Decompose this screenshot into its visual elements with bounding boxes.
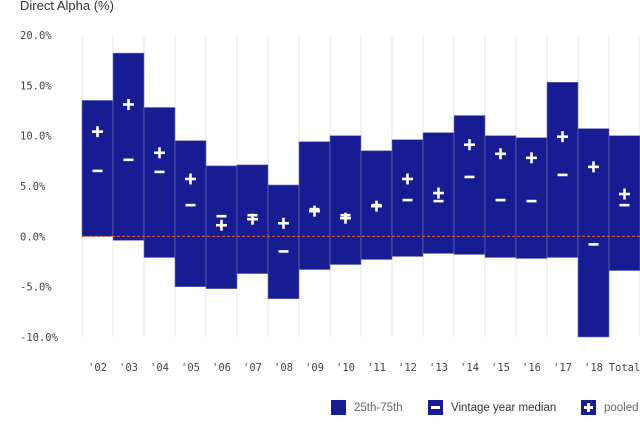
y-tick-label: 10.0% <box>20 131 52 143</box>
range-bar <box>391 139 424 257</box>
range-bar <box>298 141 331 270</box>
y-tick-label: -5.0% <box>20 282 52 294</box>
median-marker <box>557 173 568 177</box>
range-bar <box>329 135 362 265</box>
median-marker <box>278 250 289 253</box>
pooled-marker-vertical <box>406 173 409 185</box>
pooled-marker-vertical <box>561 131 564 143</box>
range-bar <box>577 128 610 338</box>
pooled-marker-vertical <box>499 148 502 160</box>
median-marker <box>185 203 196 207</box>
y-tick-label: -10.0% <box>20 332 59 344</box>
range-bar <box>112 52 145 241</box>
y-tick-label: 5.0% <box>20 181 46 193</box>
median-marker <box>216 214 227 218</box>
chart-title: Direct Alpha (%) <box>20 0 114 13</box>
x-tick-label: '11 <box>367 362 386 374</box>
x-tick-label: '09 <box>305 362 324 374</box>
pooled-marker-vertical <box>158 147 161 159</box>
range-bar <box>267 184 300 300</box>
median-marker <box>123 158 134 162</box>
x-tick-label: '06 <box>212 362 231 374</box>
x-tick-label: '17 <box>553 362 572 374</box>
pooled-marker-vertical <box>127 98 130 110</box>
legend-label: 25th-75th <box>354 401 403 414</box>
range-bar <box>453 115 486 255</box>
pooled-marker-vertical <box>437 187 440 199</box>
pooled-marker-vertical <box>623 188 626 200</box>
median-marker <box>154 170 165 174</box>
y-tick-label: 20.0% <box>20 30 52 42</box>
x-tick-label: '05 <box>181 362 200 374</box>
pooled-marker-vertical <box>189 173 192 185</box>
pooled-marker-vertical <box>220 219 223 231</box>
x-tick-label: '15 <box>491 362 510 374</box>
pooled-marker-vertical <box>282 217 285 229</box>
range-bar <box>608 135 640 271</box>
range-bar <box>81 100 114 237</box>
median-marker <box>402 198 413 202</box>
pooled-marker-vertical <box>96 126 99 138</box>
x-tick-label: '12 <box>398 362 417 374</box>
pooled-marker-vertical <box>375 200 378 212</box>
range-bar <box>143 107 176 258</box>
range-bar <box>174 140 207 287</box>
pooled-marker-vertical <box>468 139 471 151</box>
plus-icon <box>581 400 596 415</box>
legend-label: pooled <box>604 401 639 414</box>
median-marker <box>92 169 103 173</box>
median-marker <box>619 203 630 207</box>
y-tick-label: 0.0% <box>20 231 46 243</box>
x-tick-label: '04 <box>150 362 169 374</box>
x-tick-label: '07 <box>243 362 262 374</box>
x-tick-label: '02 <box>88 362 107 374</box>
legend-item-median: Vintage year median <box>428 400 556 415</box>
x-tick-label: '03 <box>119 362 138 374</box>
range-swatch-icon <box>331 400 346 415</box>
median-marker <box>464 175 475 179</box>
x-tick-label: Total <box>609 362 640 374</box>
median-marker <box>433 199 444 203</box>
median-marker <box>588 243 599 246</box>
x-tick-label: '14 <box>460 362 479 374</box>
legend-label: Vintage year median <box>451 401 557 414</box>
pooled-marker-vertical <box>344 212 347 224</box>
pooled-marker-vertical <box>251 213 254 225</box>
legend-item-range: 25th-75th <box>331 400 403 415</box>
y-tick-label: 15.0% <box>20 80 52 92</box>
range-bar <box>546 82 579 258</box>
legend-item-pooled: pooled <box>581 400 639 415</box>
pooled-marker-vertical <box>313 205 316 217</box>
pooled-marker-vertical <box>530 152 533 164</box>
median-marker <box>495 198 506 202</box>
pooled-marker-vertical <box>592 161 595 173</box>
minus-icon <box>428 400 443 415</box>
x-tick-label: '10 <box>336 362 355 374</box>
median-marker <box>526 199 537 203</box>
x-tick-label: '16 <box>522 362 541 374</box>
x-tick-label: '13 <box>429 362 448 374</box>
x-tick-label: '18 <box>584 362 603 374</box>
x-tick-label: '08 <box>274 362 293 374</box>
